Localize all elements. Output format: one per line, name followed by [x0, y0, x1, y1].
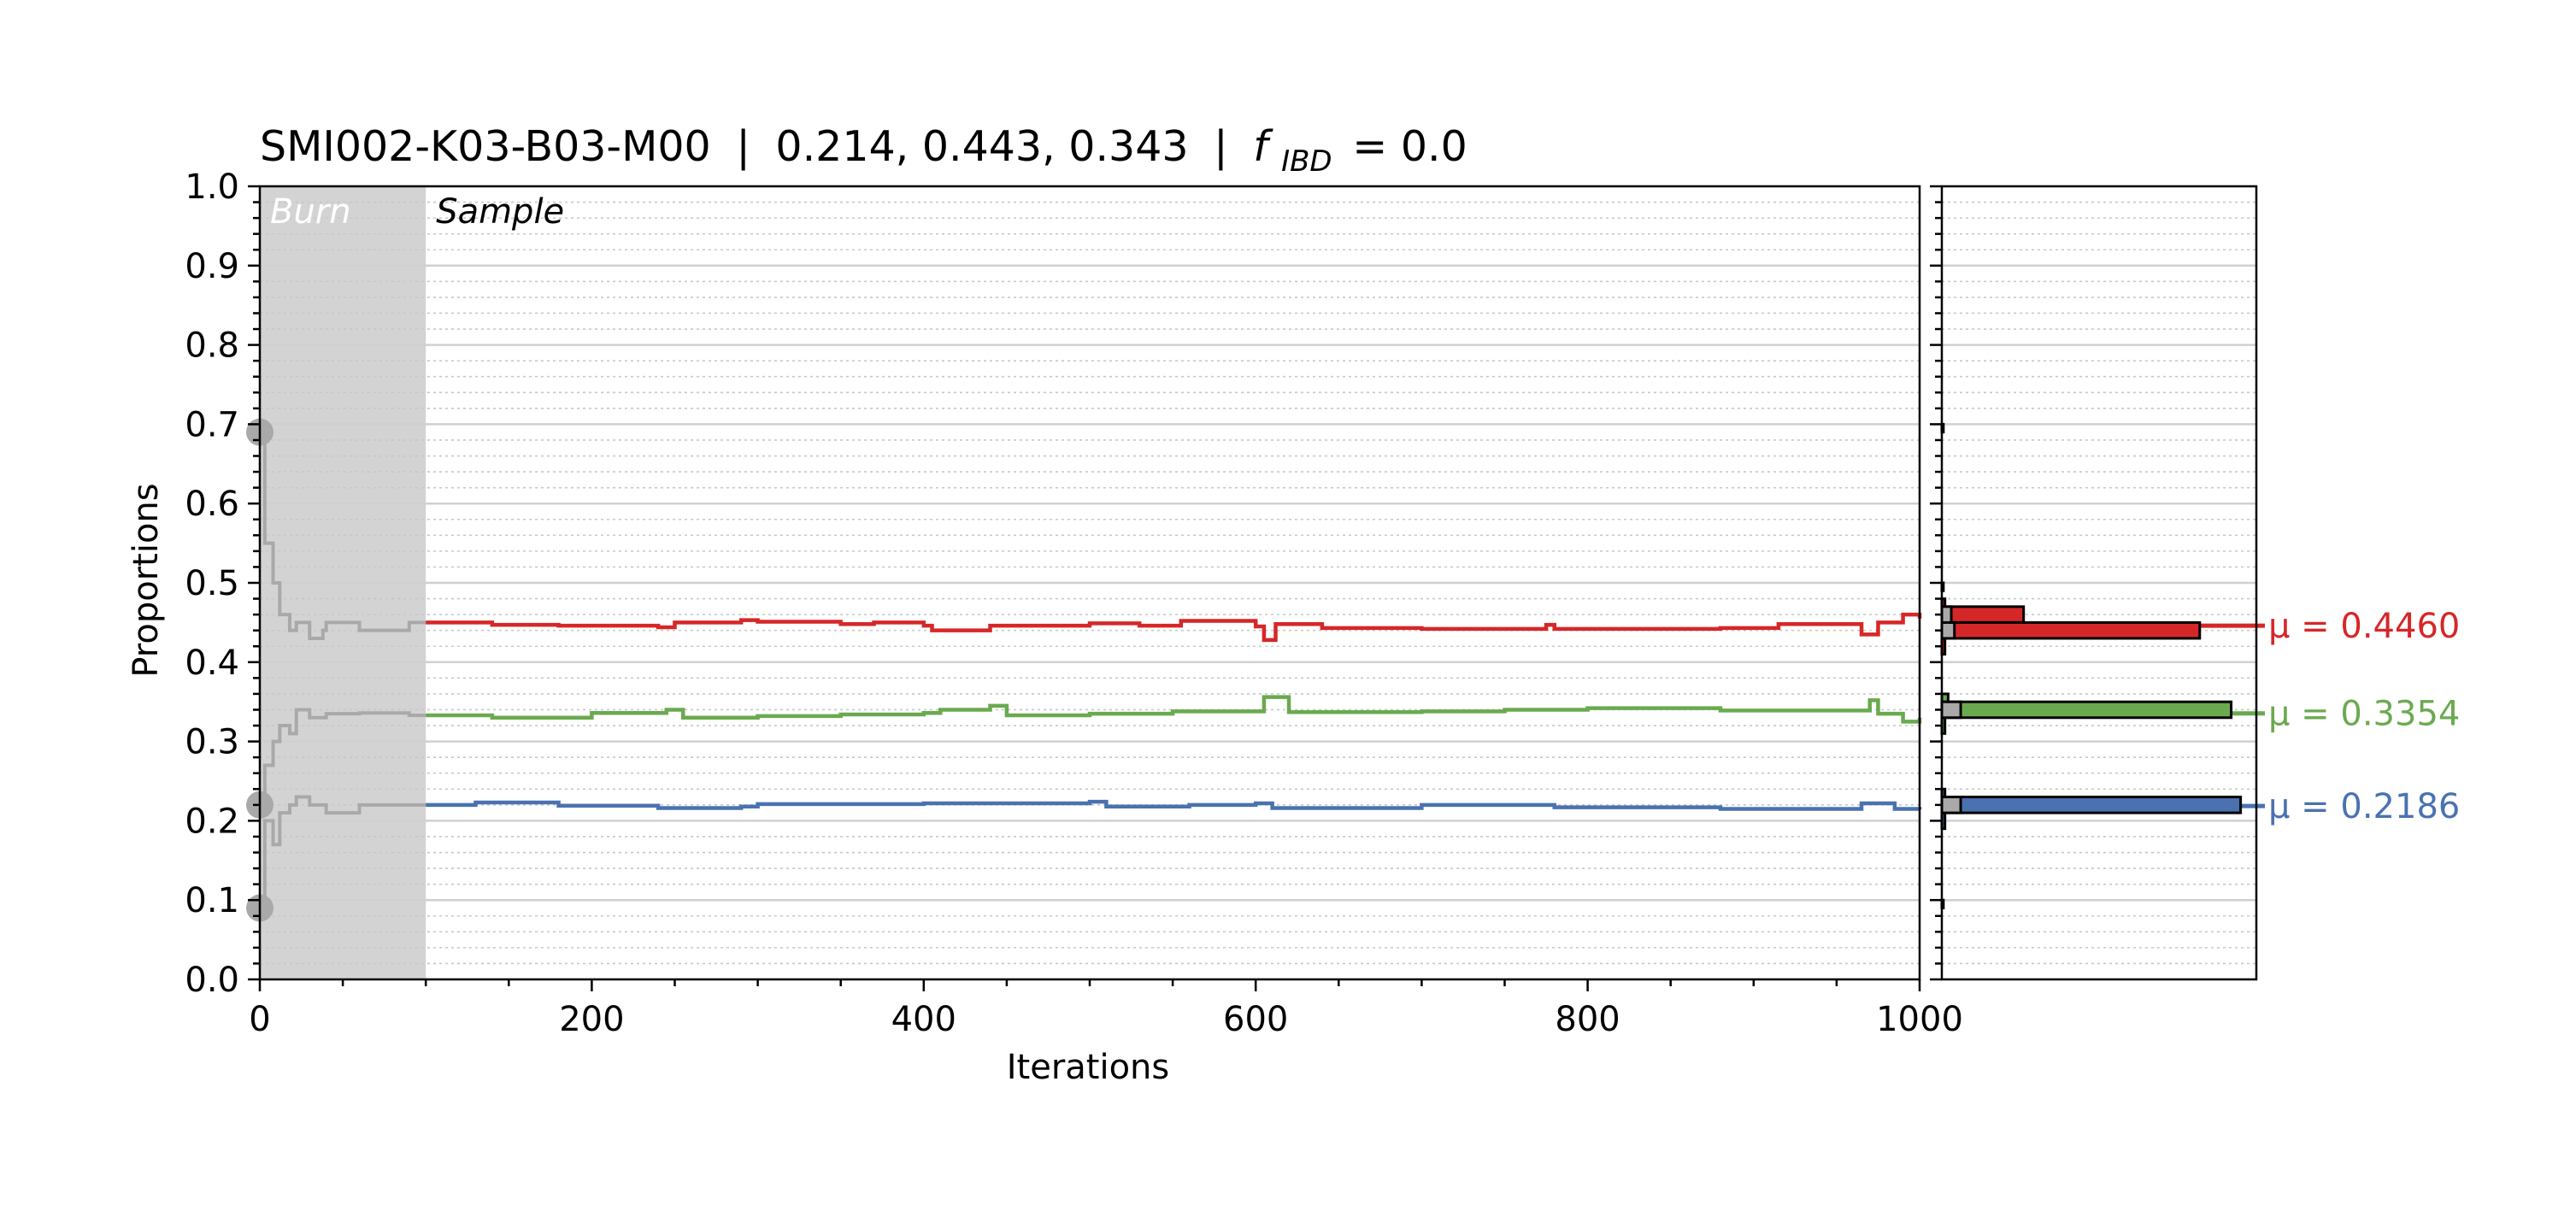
y-tick-label: 0.6 — [185, 485, 239, 524]
histogram-bar — [1940, 700, 2233, 720]
x-tick-label: 0 — [249, 1000, 270, 1039]
burn-label: Burn — [270, 192, 351, 232]
x-tick-label: 1000 — [1876, 1000, 1963, 1039]
histogram-plot: μ = 0.4460 μ = 0.3354 μ = 0.2186 — [1930, 185, 2460, 981]
trace-plot: Burn Sample 0 200 400 600 800 1000 0.00.10.20… — [185, 168, 1963, 1039]
title-f-symbol: f — [1253, 122, 1273, 171]
sample-trace-line — [426, 799, 1922, 811]
title-separator-2: | — [1214, 122, 1228, 171]
y-tick-label: 0.1 — [185, 881, 239, 920]
histogram-bar — [1940, 796, 2243, 814]
histogram-bar-burn — [1940, 605, 1953, 624]
y-tick-label: 0.5 — [185, 564, 239, 603]
burn-trace-line — [260, 795, 426, 910]
mean-label: μ = 0.4460 — [2268, 607, 2460, 646]
y-axis-label: Proportions — [126, 483, 166, 677]
y-tick-label: 0.0 — [185, 961, 239, 1000]
y-axis-ticks: 0.0 0.1 0.2 0.3 0.4 0.5 0.6 0.7 0.8 0.9 1.0 — [185, 168, 260, 1000]
x-tick-label: 400 — [891, 1000, 956, 1039]
histogram-bar-burn — [1940, 620, 1956, 640]
title-f-equals: = 0.0 — [1352, 122, 1467, 171]
y-tick-label: 0.3 — [185, 723, 239, 762]
mean-labels: μ = 0.4460 μ = 0.3354 μ = 0.2186 — [2268, 607, 2460, 826]
burn-trace-line — [260, 430, 426, 640]
burn-trace-line — [260, 708, 426, 807]
y-tick-label: 0.8 — [185, 326, 239, 366]
histogram-bar-burn — [1940, 796, 1962, 814]
x-tick-label: 600 — [1223, 1000, 1288, 1039]
y-tick-label: 1.0 — [185, 168, 239, 207]
trace-lines — [260, 430, 1922, 910]
x-axis-ticks: 0 200 400 600 800 1000 — [249, 979, 1963, 1039]
title-separator-1: | — [736, 122, 750, 171]
sample-label: Sample — [436, 192, 564, 232]
y-tick-label: 0.4 — [185, 644, 239, 683]
histogram-bar — [1940, 620, 2202, 640]
sample-trace-line — [426, 695, 1922, 724]
title-values: 0.214, 0.443, 0.343 — [775, 122, 1188, 171]
histogram-grid — [1942, 185, 2256, 981]
y-tick-label: 0.9 — [185, 247, 239, 286]
mean-label: μ = 0.2186 — [2268, 787, 2460, 826]
sample-trace-line — [426, 612, 1922, 643]
histogram-bars — [1940, 422, 2243, 909]
x-axis-label: Iterations — [1007, 1048, 1170, 1087]
mean-label: μ = 0.3354 — [2268, 695, 2460, 734]
y-tick-label: 0.2 — [185, 802, 239, 841]
chart-title: SMI002-K03-B03-M00 | 0.214, 0.443, 0.343… — [260, 122, 1467, 181]
title-sample-id: SMI002-K03-B03-M00 — [260, 122, 711, 171]
histogram-bar-burn — [1940, 700, 1962, 720]
y-tick-label: 0.7 — [185, 405, 239, 444]
x-tick-label: 800 — [1555, 1000, 1620, 1039]
x-tick-label: 200 — [559, 1000, 624, 1039]
histogram-y-ticks — [1930, 185, 1942, 981]
histogram-bar — [1940, 605, 2026, 624]
title-f-subscript: IBD — [1281, 144, 1332, 179]
